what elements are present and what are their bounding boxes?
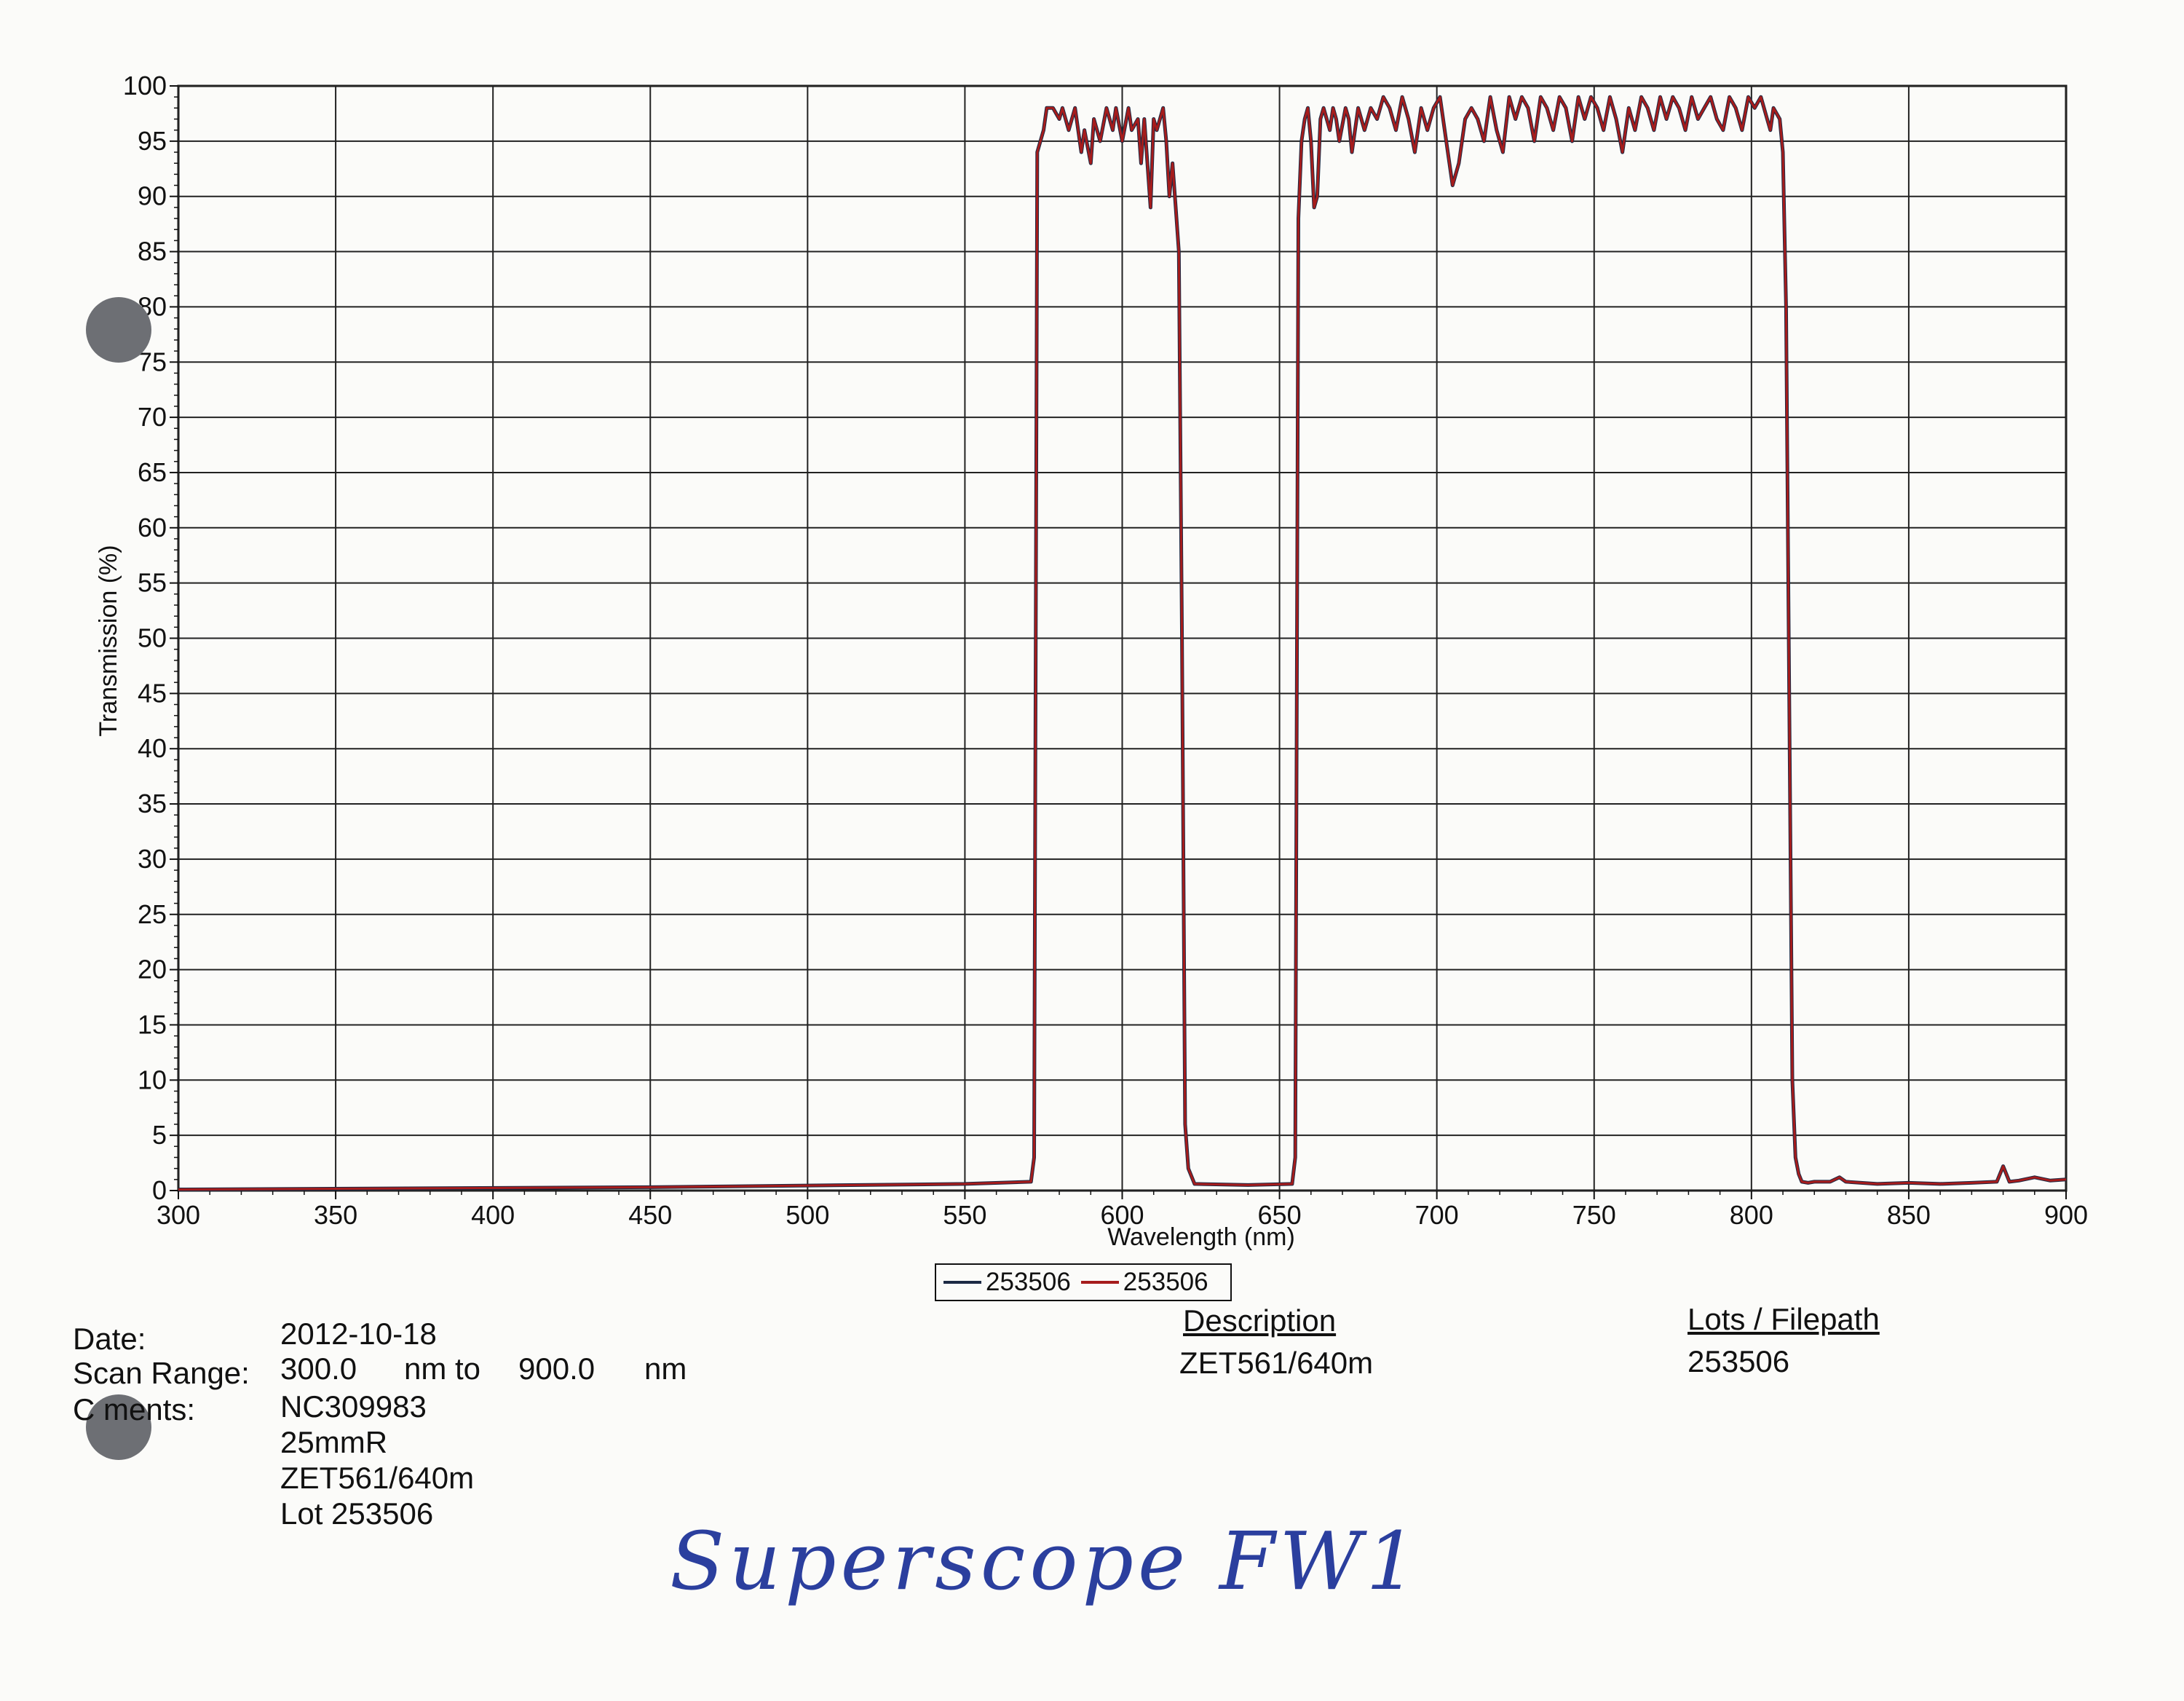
x-tick-label: 550 [943,1200,986,1230]
y-tick-label: 95 [138,126,167,156]
x-tick-label: 800 [1730,1200,1773,1230]
chart-legend: 253506 253506 [935,1263,1232,1301]
legend-swatch-blue [943,1281,981,1284]
y-tick-label: 70 [138,402,167,432]
x-tick-label: 650 [1258,1200,1302,1230]
lots-value: 253506 [1688,1344,1790,1378]
comment-line: Lot 253506 [280,1496,434,1531]
x-axis-title: Wavelength (nm) [1107,1223,1295,1251]
legend-item-blue: 253506 [943,1268,1071,1297]
description-header: Description [1183,1303,1337,1338]
y-tick-label: 100 [123,71,167,100]
y-tick-label: 45 [138,678,167,708]
chart-ticks: 0510152025303540455055606570758085909510… [123,71,2088,1230]
x-tick-label: 750 [1572,1200,1616,1230]
y-tick-label: 30 [138,844,167,874]
y-tick-label: 65 [138,457,167,487]
handwritten-note: Superscope FW1 [670,1515,1422,1608]
comments-label: C ments: [73,1392,196,1426]
y-tick-label: 35 [138,789,167,818]
scan-range-label: Scan Range: [73,1356,250,1390]
y-tick-label: 85 [138,237,167,267]
legend-label: 253506 [1123,1268,1208,1296]
y-tick-label: 55 [138,568,167,598]
y-tick-label: 90 [138,181,167,211]
x-tick-label: 850 [1887,1200,1931,1230]
y-tick-label: 50 [138,623,167,653]
x-tick-label: 500 [786,1200,829,1230]
x-tick-label: 400 [471,1200,515,1230]
series-line-red [178,95,2067,1191]
y-tick-label: 10 [138,1065,167,1094]
x-tick-label: 900 [2044,1200,2088,1230]
date-label: Date: [73,1322,146,1356]
x-tick-label: 600 [1100,1200,1144,1230]
description-value: ZET561/640m [1179,1346,1374,1380]
scan-end: 900.0 [518,1351,596,1386]
y-tick-label: 25 [138,899,167,929]
date-value: 2012-10-18 [280,1317,437,1351]
legend-item-red: 253506 [1080,1268,1208,1297]
scan-start: 300.0 [280,1351,357,1386]
comment-line: 25mmR [280,1425,388,1459]
comment-line: NC309983 [280,1389,427,1424]
y-tick-label: 5 [152,1120,167,1150]
x-tick-label: 450 [628,1200,672,1230]
punch-hole-top [86,297,151,363]
chart-series [178,95,2067,1191]
comment-line: ZET561/640m [280,1461,475,1495]
punch-hole-bottom [86,1394,151,1460]
x-tick-label: 350 [314,1200,357,1230]
chart-grid [177,84,2068,1192]
y-tick-label: 40 [138,733,167,763]
y-axis-title: Transmission (%) [95,545,122,736]
scan-unit: nm [644,1351,687,1386]
y-tick-label: 15 [138,1009,167,1039]
y-tick-label: 0 [152,1175,167,1205]
x-tick-label: 300 [157,1200,200,1230]
lots-header: Lots / Filepath [1688,1302,1880,1336]
legend-swatch-red [1080,1281,1119,1284]
y-tick-label: 20 [138,955,167,984]
scan-to: nm to [404,1351,481,1386]
legend-label: 253506 [986,1268,1071,1296]
y-tick-label: 60 [138,513,167,542]
x-tick-label: 700 [1415,1200,1459,1230]
